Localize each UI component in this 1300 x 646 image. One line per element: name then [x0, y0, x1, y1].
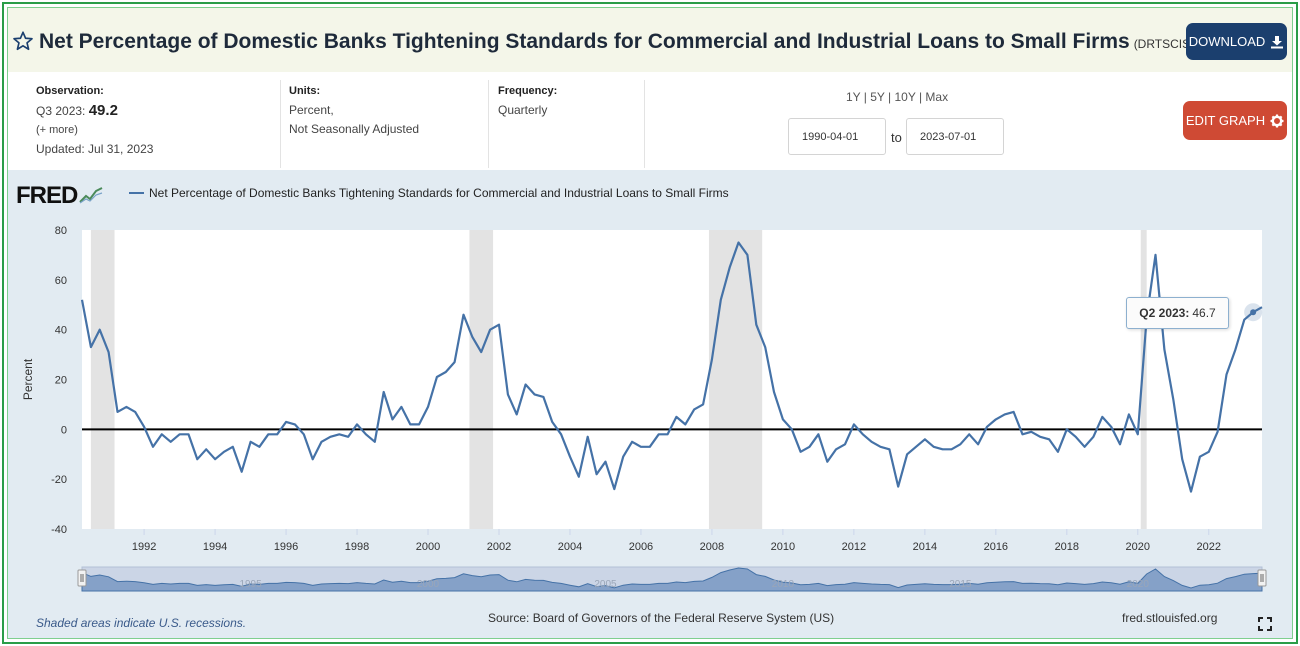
x-tick-label: 1996 [274, 541, 298, 553]
frequency-block: Frequency: Quarterly [498, 82, 557, 120]
fred-logo-graph-icon [79, 186, 104, 204]
edit-graph-button[interactable]: EDIT GRAPH [1183, 101, 1287, 140]
x-tick-label: 2016 [984, 541, 1008, 553]
navigator-series [81, 567, 1263, 592]
x-tick-label: 2010 [771, 541, 795, 553]
y-tick-label: 80 [55, 225, 67, 237]
legend-label: Net Percentage of Domestic Banks Tighten… [149, 186, 729, 200]
chart-legend: Net Percentage of Domestic Banks Tighten… [129, 186, 729, 200]
frequency-value: Quarterly [498, 103, 548, 117]
x-tick-label: 2008 [700, 541, 724, 553]
navigator-label: 2000 [417, 579, 440, 590]
divider [280, 80, 281, 168]
x-tick-label: 2018 [1055, 541, 1079, 553]
units-line1: Percent, [289, 103, 334, 117]
recession-band [469, 230, 494, 529]
divider [488, 80, 489, 168]
recession-band [1140, 230, 1147, 529]
fred-logo: FRED [16, 182, 104, 210]
x-tick-label: 2002 [487, 541, 511, 553]
y-tick-label: 0 [61, 424, 67, 436]
end-date-input[interactable]: 2023-07-01 [906, 118, 1004, 155]
units-block: Units: Percent, Not Seasonally Adjusted [289, 82, 419, 139]
navigator-label: 2010 [772, 579, 795, 590]
fred-logo-text: FRED [16, 182, 78, 209]
units-line2: Not Seasonally Adjusted [289, 122, 420, 136]
y-tick-label: -40 [51, 524, 67, 536]
y-tick-label: 20 [55, 375, 67, 387]
x-tick-label: 2012 [842, 541, 866, 553]
more-link[interactable]: (+ more) [36, 124, 78, 136]
divider [644, 80, 645, 168]
download-button[interactable]: DOWNLOAD [1186, 23, 1287, 60]
fullscreen-icon[interactable] [1258, 617, 1272, 631]
observation-value: 49.2 [88, 102, 118, 119]
y-tick-label: 60 [55, 275, 67, 287]
info-bar: Observation: Q3 2023: 49.2 (+ more) Upda… [8, 72, 1292, 170]
observation-label: Observation: [36, 85, 104, 97]
header-bar: Net Percentage of Domestic Banks Tighten… [8, 8, 1292, 72]
chart-area: 80 60 40 20 0 -20 -40 Percent 1992 1994 1996 1998 20… [8, 170, 1293, 639]
download-icon [1271, 35, 1284, 48]
source-text: Source: Board of Governors of the Federa… [488, 611, 835, 625]
x-tick-label: 2014 [913, 541, 937, 553]
gear-icon [1270, 114, 1284, 127]
y-tick-label: 40 [55, 325, 67, 337]
x-tick-label: 2004 [558, 541, 582, 553]
plot-background [82, 230, 1262, 529]
x-tick-label: 1994 [203, 541, 227, 553]
y-tick-label: -20 [51, 474, 67, 486]
recession-note: Shaded areas indicate U.S. recessions. [36, 616, 247, 630]
start-date-input[interactable]: 1990-04-01 [788, 118, 886, 155]
x-tick-label: 2020 [1126, 541, 1150, 553]
navigator-handle [77, 569, 87, 587]
tooltip-label: Q2 2023: [1139, 306, 1190, 320]
edit-graph-label: EDIT GRAPH [1185, 113, 1266, 128]
to-label: to [891, 130, 902, 145]
recession-band [90, 230, 115, 529]
tooltip-value: 46.7 [1192, 306, 1216, 320]
observation-period: Q3 2023: [36, 104, 86, 118]
star-icon[interactable] [12, 30, 34, 52]
updated-date: Updated: Jul 31, 2023 [36, 142, 154, 156]
hover-point [1250, 309, 1257, 316]
series-code: (DRTSCIS) [1133, 37, 1195, 51]
range-links[interactable]: 1Y | 5Y | 10Y | Max [846, 90, 949, 104]
series-line [80, 241, 1263, 493]
series-title-text: Net Percentage of Domestic Banks Tighten… [39, 30, 1130, 53]
x-tick-label: 2000 [416, 541, 440, 553]
site-link[interactable]: fred.stlouisfed.org [1122, 611, 1218, 625]
navigator-label: 2015 [949, 579, 972, 590]
line-chart[interactable]: 80 60 40 20 0 -20 -40 Percent 1992 1994 1996 1998 20… [8, 170, 1293, 639]
legend-swatch [129, 192, 144, 194]
series-title: Net Percentage of Domestic Banks Tighten… [39, 30, 1194, 54]
x-tick-label: 2022 [1197, 541, 1221, 553]
x-tick-label: 2006 [629, 541, 653, 553]
observation-block: Observation: Q3 2023: 49.2 (+ more) Upda… [36, 82, 153, 159]
navigator-label: 2005 [594, 579, 617, 590]
x-tick-label: 1992 [132, 541, 156, 553]
x-tick-label: 1998 [345, 541, 369, 553]
download-label: DOWNLOAD [1188, 34, 1266, 49]
navigator-label: 1995 [239, 579, 262, 590]
recession-band [708, 230, 763, 529]
graph-panel: Net Percentage of Domestic Banks Tighten… [7, 7, 1293, 639]
navigator-label: 2020 [1127, 579, 1150, 590]
frequency-label: Frequency: [498, 85, 558, 97]
chart-tooltip: Q2 2023: 46.7 [1126, 297, 1229, 329]
y-axis-label: Percent [21, 358, 35, 400]
units-label: Units: [289, 85, 321, 97]
navigator-handle [1257, 569, 1267, 587]
